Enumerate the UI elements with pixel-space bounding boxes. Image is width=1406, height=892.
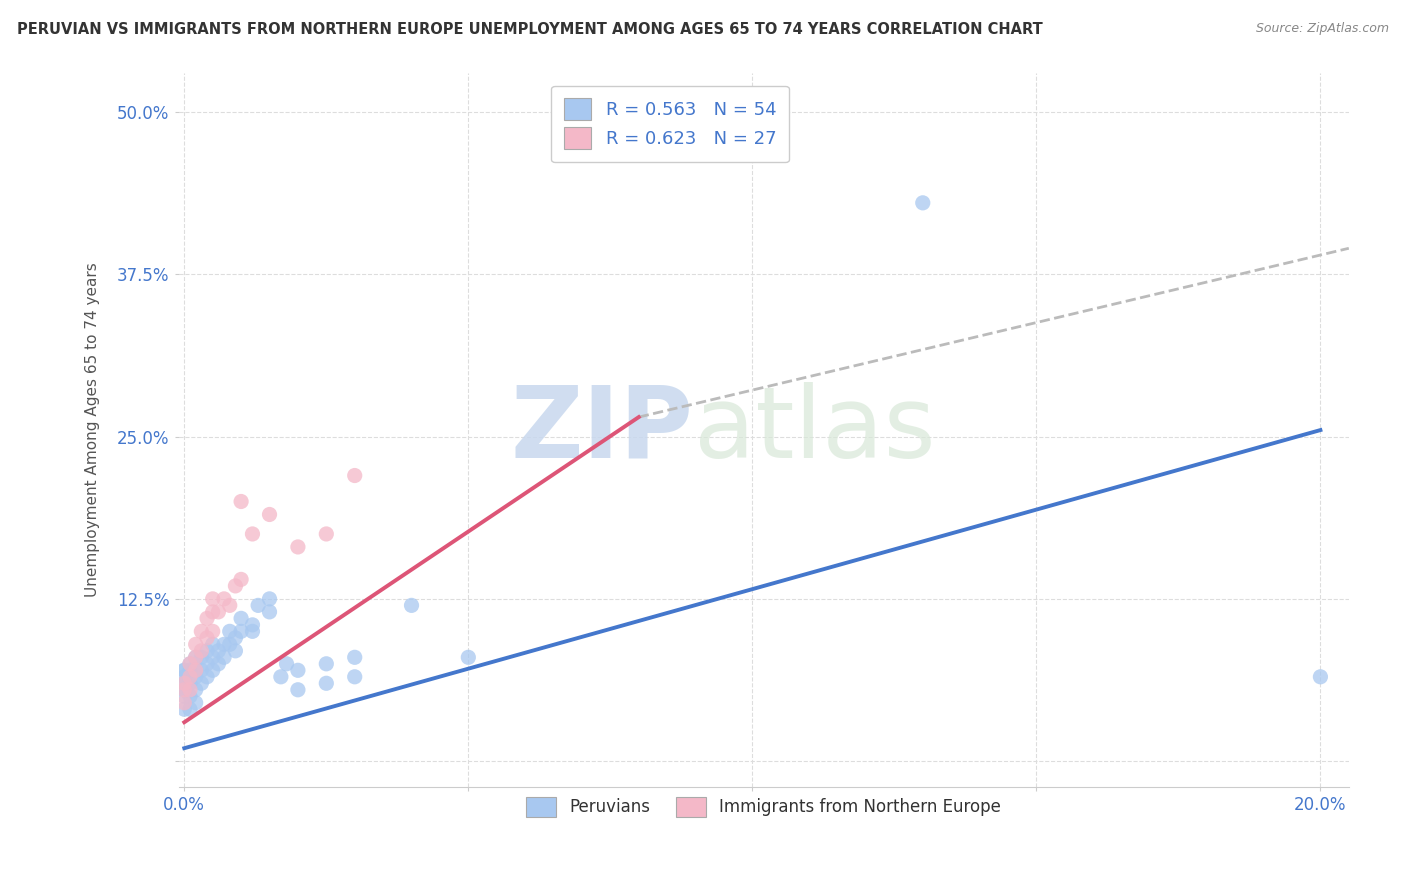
Point <box>218 599 240 613</box>
Point <box>173 670 195 684</box>
Point <box>179 670 201 684</box>
Point <box>195 670 218 684</box>
Point <box>184 696 207 710</box>
Point <box>212 637 235 651</box>
Point <box>242 527 264 541</box>
Point <box>401 599 423 613</box>
Point <box>173 676 195 690</box>
Point <box>184 682 207 697</box>
Point <box>190 676 212 690</box>
Point <box>179 682 201 697</box>
Point <box>173 663 195 677</box>
Point <box>173 676 195 690</box>
Point <box>276 657 298 671</box>
Point <box>190 650 212 665</box>
Point <box>343 468 366 483</box>
Point <box>179 676 201 690</box>
Point <box>270 670 292 684</box>
Point <box>184 663 207 677</box>
Point <box>207 644 229 658</box>
Point <box>184 650 207 665</box>
Point <box>179 657 201 671</box>
Point <box>179 690 201 704</box>
Point <box>201 591 224 606</box>
Point <box>343 670 366 684</box>
Point <box>287 663 309 677</box>
Point <box>184 637 207 651</box>
Point <box>224 579 246 593</box>
Point <box>242 618 264 632</box>
Point <box>315 657 337 671</box>
Legend: Peruvians, Immigrants from Northern Europe: Peruvians, Immigrants from Northern Euro… <box>519 789 1010 825</box>
Point <box>1309 670 1331 684</box>
Point <box>184 650 207 665</box>
Point <box>224 631 246 645</box>
Text: ZIP: ZIP <box>510 382 693 479</box>
Point <box>173 690 195 704</box>
Point <box>179 657 201 671</box>
Point <box>229 611 252 625</box>
Point <box>173 702 195 716</box>
Point <box>195 657 218 671</box>
Point <box>457 650 479 665</box>
Point <box>224 644 246 658</box>
Point <box>179 663 201 677</box>
Text: PERUVIAN VS IMMIGRANTS FROM NORTHERN EUROPE UNEMPLOYMENT AMONG AGES 65 TO 74 YEA: PERUVIAN VS IMMIGRANTS FROM NORTHERN EUR… <box>17 22 1043 37</box>
Text: atlas: atlas <box>693 382 935 479</box>
Point <box>173 696 195 710</box>
Point <box>207 605 229 619</box>
Point <box>195 631 218 645</box>
Point <box>173 663 195 677</box>
Point <box>201 663 224 677</box>
Point <box>190 663 212 677</box>
Point <box>201 605 224 619</box>
Point <box>343 650 366 665</box>
Point <box>207 657 229 671</box>
Point <box>190 644 212 658</box>
Point <box>259 508 281 522</box>
Point <box>184 670 207 684</box>
Point <box>247 599 270 613</box>
Point <box>911 195 934 210</box>
Point <box>201 624 224 639</box>
Point <box>218 637 240 651</box>
Point <box>229 624 252 639</box>
Point <box>229 573 252 587</box>
Point <box>212 650 235 665</box>
Point <box>242 624 264 639</box>
Point <box>179 702 201 716</box>
Point <box>173 682 195 697</box>
Point <box>201 637 224 651</box>
Point <box>287 540 309 554</box>
Point <box>259 605 281 619</box>
Y-axis label: Unemployment Among Ages 65 to 74 years: Unemployment Among Ages 65 to 74 years <box>86 263 100 598</box>
Point <box>212 591 235 606</box>
Point <box>229 494 252 508</box>
Point <box>184 663 207 677</box>
Point <box>218 624 240 639</box>
Text: Source: ZipAtlas.com: Source: ZipAtlas.com <box>1256 22 1389 36</box>
Point <box>195 611 218 625</box>
Point <box>173 682 195 697</box>
Point <box>259 591 281 606</box>
Point <box>315 676 337 690</box>
Point <box>315 527 337 541</box>
Point <box>190 624 212 639</box>
Point <box>201 650 224 665</box>
Point <box>195 644 218 658</box>
Point <box>179 670 201 684</box>
Point <box>287 682 309 697</box>
